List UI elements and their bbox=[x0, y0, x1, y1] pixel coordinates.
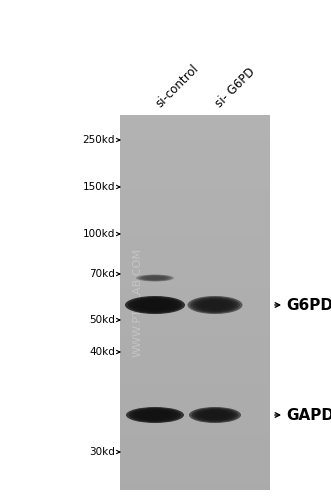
Ellipse shape bbox=[187, 296, 243, 314]
Text: si-control: si-control bbox=[153, 62, 201, 110]
Text: 50kd: 50kd bbox=[89, 315, 115, 325]
Ellipse shape bbox=[138, 275, 172, 281]
Ellipse shape bbox=[131, 298, 179, 312]
Ellipse shape bbox=[190, 297, 240, 313]
Ellipse shape bbox=[199, 300, 231, 310]
Ellipse shape bbox=[138, 410, 172, 420]
Ellipse shape bbox=[137, 300, 173, 310]
Text: 100kd: 100kd bbox=[83, 229, 115, 239]
Ellipse shape bbox=[132, 408, 178, 422]
Ellipse shape bbox=[135, 410, 175, 420]
Ellipse shape bbox=[194, 408, 236, 422]
Ellipse shape bbox=[144, 276, 166, 280]
Ellipse shape bbox=[202, 411, 228, 419]
Ellipse shape bbox=[199, 410, 231, 420]
Ellipse shape bbox=[140, 411, 169, 419]
Text: GAPDH: GAPDH bbox=[286, 408, 331, 422]
Ellipse shape bbox=[189, 407, 241, 423]
Ellipse shape bbox=[126, 407, 184, 423]
Ellipse shape bbox=[193, 298, 237, 312]
Ellipse shape bbox=[192, 408, 238, 422]
Ellipse shape bbox=[140, 275, 170, 281]
Text: 40kd: 40kd bbox=[89, 347, 115, 357]
Ellipse shape bbox=[196, 298, 234, 312]
Ellipse shape bbox=[136, 274, 174, 281]
Text: WWW.PTGLAB.COM: WWW.PTGLAB.COM bbox=[133, 248, 143, 357]
Text: G6PD: G6PD bbox=[286, 298, 331, 312]
Ellipse shape bbox=[125, 296, 185, 314]
Text: 70kd: 70kd bbox=[89, 269, 115, 279]
Ellipse shape bbox=[197, 410, 233, 420]
Text: 250kd: 250kd bbox=[82, 135, 115, 145]
Ellipse shape bbox=[129, 408, 181, 422]
Text: si- G6PD: si- G6PD bbox=[213, 65, 258, 110]
Ellipse shape bbox=[134, 298, 176, 312]
Text: 30kd: 30kd bbox=[89, 447, 115, 457]
Ellipse shape bbox=[128, 297, 182, 313]
Ellipse shape bbox=[142, 276, 168, 280]
Text: 150kd: 150kd bbox=[82, 182, 115, 192]
Ellipse shape bbox=[201, 300, 229, 310]
Ellipse shape bbox=[140, 300, 170, 310]
